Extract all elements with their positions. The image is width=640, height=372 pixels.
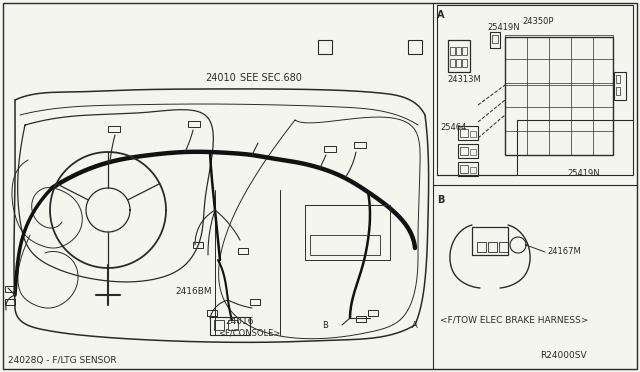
Bar [193,242,203,248]
Bar [477,242,486,252]
Text: B: B [322,321,328,330]
Text: R24000SV: R24000SV [540,350,586,359]
Text: 25419N: 25419N [567,169,600,177]
Bar [437,5,633,175]
Text: 24313M: 24313M [447,76,481,84]
Bar [462,59,467,67]
Bar [238,248,248,254]
Bar [108,126,120,132]
Bar [490,32,500,48]
Bar [408,40,422,54]
Bar [214,320,224,330]
Bar [460,129,468,137]
Text: A: A [412,321,418,330]
Bar [310,235,380,255]
Bar [460,165,468,173]
Bar [228,320,238,330]
Bar [470,131,476,137]
Bar [458,144,478,158]
Bar [318,40,332,54]
Text: 24028Q - F/LTG SENSOR: 24028Q - F/LTG SENSOR [8,356,116,365]
Bar [616,75,620,83]
Bar [470,167,476,173]
Text: B: B [437,195,444,205]
Bar [472,227,508,255]
Bar [616,87,620,95]
Bar [458,162,478,176]
Text: SEE SEC.680: SEE SEC.680 [240,73,302,83]
Text: <F/TOW ELEC BRAKE HARNESS>: <F/TOW ELEC BRAKE HARNESS> [440,315,588,324]
Bar [210,317,250,335]
Text: A: A [437,10,445,20]
Bar [305,205,390,260]
Bar [456,47,461,55]
Bar [448,40,470,72]
Bar [368,310,378,316]
Bar [505,35,613,85]
Text: 24010: 24010 [205,73,236,83]
Bar [462,47,467,55]
Text: 24350P: 24350P [522,17,554,26]
Text: 24016: 24016 [225,317,253,327]
Bar [470,149,476,155]
Bar [188,121,200,127]
Text: 24167M: 24167M [547,247,580,257]
Bar [207,310,217,316]
Bar [492,35,498,43]
Bar [5,286,15,292]
Bar [250,299,260,305]
Bar [505,37,613,155]
Bar [450,47,455,55]
Bar [354,142,366,148]
Text: <F/CONSOLE>: <F/CONSOLE> [218,328,280,337]
Text: 25419N: 25419N [487,23,520,32]
Bar [488,242,497,252]
Text: 25464: 25464 [440,124,467,132]
Bar [456,59,461,67]
Bar [458,126,478,140]
Bar [356,316,366,322]
Text: 2416BM: 2416BM [175,288,212,296]
Bar [614,72,626,100]
Bar [499,242,508,252]
Bar [450,59,455,67]
Bar [324,146,336,152]
Bar [5,299,15,305]
Bar [460,147,468,155]
